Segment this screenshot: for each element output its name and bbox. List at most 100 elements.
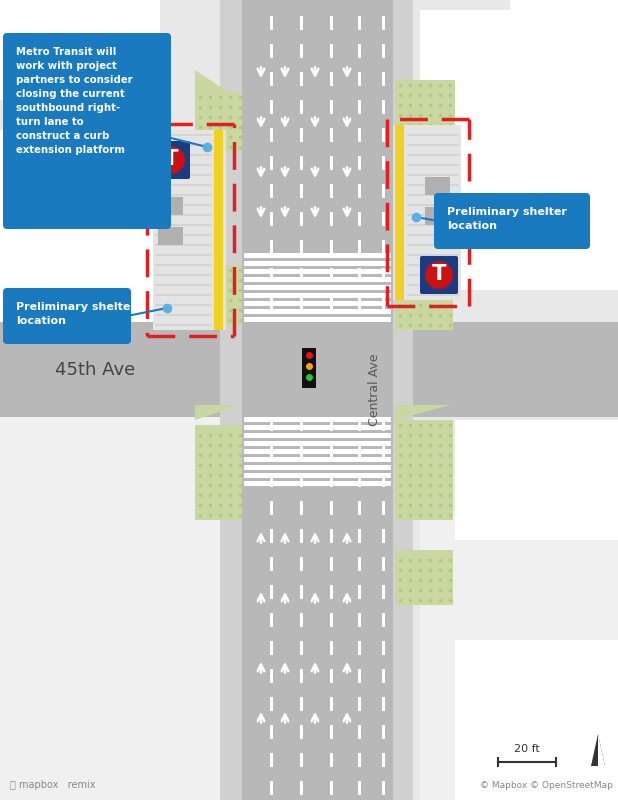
Bar [244, 285, 391, 290]
Bar [330, 44, 333, 58]
Bar [270, 212, 273, 226]
Bar [407, 274, 459, 276]
Bar [300, 473, 303, 487]
Bar [420, 510, 618, 800]
Bar [214, 130, 223, 330]
Bar [270, 156, 273, 170]
Bar [195, 425, 242, 520]
Bar [300, 156, 303, 170]
Bar [244, 269, 391, 274]
Bar [155, 274, 212, 276]
Bar [155, 194, 212, 196]
Bar [395, 80, 455, 170]
Bar [358, 44, 361, 58]
Bar [382, 753, 385, 767]
Bar [330, 669, 333, 683]
Bar [244, 293, 391, 298]
Bar [382, 725, 385, 739]
Text: Central Ave: Central Ave [368, 354, 381, 426]
Bar [358, 725, 361, 739]
Bar [358, 473, 361, 487]
Bar [270, 613, 273, 627]
Bar [155, 154, 212, 156]
Bar [455, 20, 618, 290]
Bar [300, 669, 303, 683]
Bar [300, 501, 303, 515]
Polygon shape [195, 70, 240, 150]
Bar [300, 128, 303, 142]
Bar [302, 348, 316, 388]
Text: © Mapbox © OpenStreetMap: © Mapbox © OpenStreetMap [480, 781, 613, 790]
Circle shape [426, 262, 452, 288]
Bar [382, 128, 385, 142]
Bar [270, 44, 273, 58]
Circle shape [158, 146, 184, 174]
Bar [382, 501, 385, 515]
Bar [382, 585, 385, 599]
Bar [300, 268, 303, 282]
Bar [382, 529, 385, 543]
Bar [358, 128, 361, 142]
Bar [244, 441, 391, 446]
Bar [382, 100, 385, 114]
Bar [0, 0, 160, 100]
Bar [330, 557, 333, 571]
Bar [382, 613, 385, 627]
Bar [407, 134, 459, 136]
Bar [382, 212, 385, 226]
Bar [330, 725, 333, 739]
Bar [270, 16, 273, 30]
Bar [382, 557, 385, 571]
Bar [358, 529, 361, 543]
Bar [407, 174, 459, 176]
Bar [244, 261, 391, 266]
Bar [358, 669, 361, 683]
Bar [270, 641, 273, 655]
Bar [242, 0, 393, 800]
Bar [382, 445, 385, 459]
Bar [395, 550, 453, 605]
Bar [382, 72, 385, 86]
Bar [393, 0, 413, 800]
Bar [382, 268, 385, 282]
Bar [330, 529, 333, 543]
Bar [455, 420, 618, 540]
Bar [455, 640, 618, 800]
Bar [270, 501, 273, 515]
Bar [155, 164, 212, 166]
Bar [0, 322, 618, 417]
Bar [358, 296, 361, 310]
Bar [0, 335, 130, 405]
Bar [155, 214, 212, 216]
Bar [358, 72, 361, 86]
Bar [330, 697, 333, 711]
Bar [330, 16, 333, 30]
Polygon shape [195, 405, 240, 420]
Bar [270, 697, 273, 711]
Bar [358, 212, 361, 226]
Bar [300, 184, 303, 198]
Bar [407, 204, 459, 206]
Bar [270, 184, 273, 198]
Bar [407, 254, 459, 256]
Bar [407, 214, 459, 216]
Bar [244, 465, 391, 470]
Text: Preliminary shelter
location: Preliminary shelter location [447, 207, 567, 231]
Bar [270, 781, 273, 795]
Bar [358, 557, 361, 571]
FancyBboxPatch shape [434, 193, 590, 249]
Bar [270, 72, 273, 86]
Bar [244, 253, 391, 258]
Bar [300, 557, 303, 571]
Bar [510, 0, 618, 85]
Bar [407, 144, 459, 146]
Bar [270, 445, 273, 459]
Bar [244, 277, 391, 282]
Bar [300, 725, 303, 739]
Bar [270, 753, 273, 767]
Bar [330, 156, 333, 170]
Bar [358, 268, 361, 282]
Bar [155, 244, 212, 246]
Bar [300, 781, 303, 795]
Bar [155, 264, 212, 266]
